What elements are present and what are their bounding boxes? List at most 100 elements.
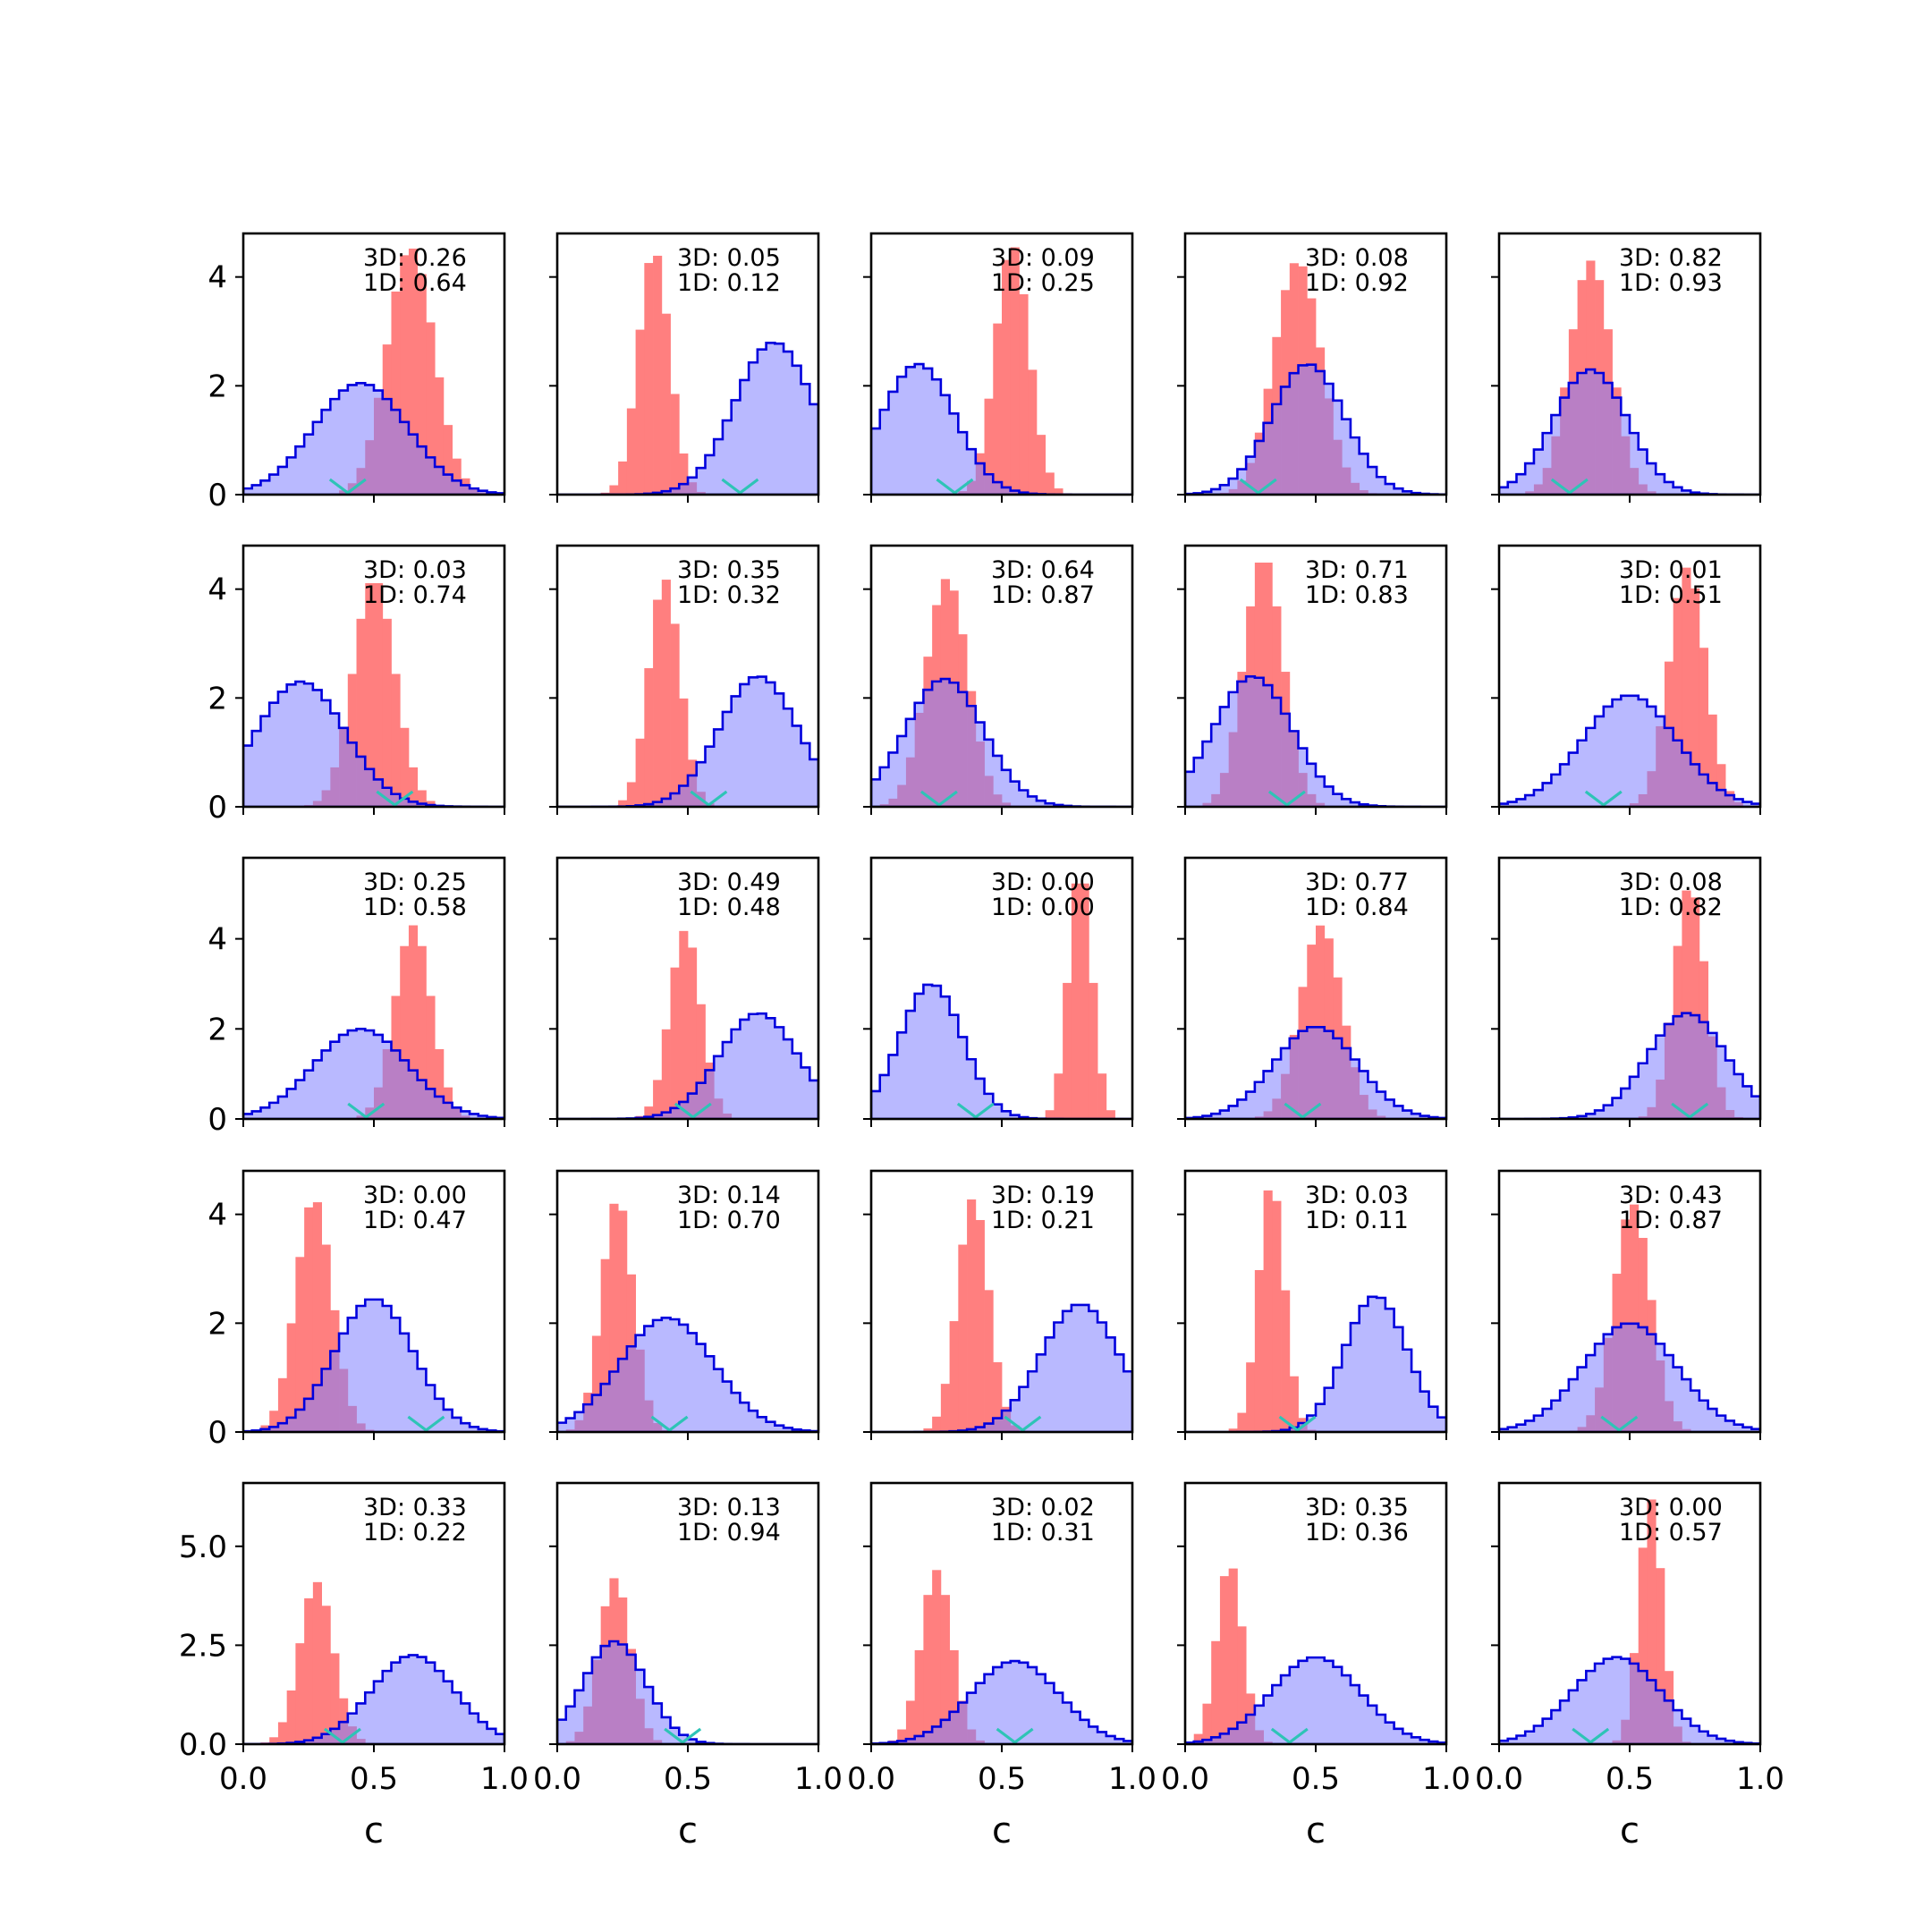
red-bar (1071, 883, 1080, 1119)
x-tick-label: 0.0 (1475, 1761, 1523, 1797)
blue-fill (871, 984, 1132, 1119)
red-bar (391, 291, 401, 495)
label-3d: 3D: 0.09 (991, 244, 1095, 272)
red-bar (1690, 897, 1700, 1119)
red-bar (591, 1335, 602, 1432)
red-bar (626, 408, 636, 495)
marker-v (664, 1727, 702, 1744)
red-bar (330, 1653, 340, 1744)
red-bar (967, 1199, 977, 1432)
blue-outline (1499, 1656, 1760, 1744)
plot-area (1499, 260, 1760, 495)
y-tick-label: 2.5 (179, 1628, 227, 1664)
label-3d: 3D: 0.82 (1619, 244, 1723, 272)
y-tick-label: 0.0 (179, 1727, 227, 1763)
red-bar (1019, 293, 1029, 495)
plot-area (557, 930, 818, 1119)
plot-area (243, 925, 504, 1119)
red-bar (1699, 648, 1708, 807)
red-bar (400, 945, 410, 1119)
blue-fill (243, 682, 504, 807)
red-bar (295, 1643, 305, 1744)
x-axis-label: c (364, 1810, 384, 1852)
marker-v (407, 1415, 445, 1432)
red-bar (1036, 435, 1046, 495)
blue-fill (1185, 1657, 1446, 1744)
red-bar (679, 930, 689, 1119)
red-bar (1211, 1640, 1221, 1744)
x-tick-label: 0.5 (1606, 1761, 1654, 1797)
y-tick-label: 4 (208, 922, 227, 958)
red-bar (1656, 1568, 1665, 1744)
label-3d: 3D: 0.64 (991, 556, 1095, 584)
label-3d: 3D: 0.26 (363, 244, 467, 272)
red-bar (923, 1595, 933, 1744)
blue-fill (557, 343, 818, 495)
red-bar (1080, 883, 1089, 1119)
red-bar (1063, 982, 1072, 1119)
red-bar (277, 1722, 288, 1744)
red-bar (374, 582, 384, 807)
label-3d: 3D: 0.03 (1305, 1182, 1409, 1209)
red-bar (1237, 1412, 1247, 1432)
marker-v (1550, 478, 1589, 495)
label-1d: 1D: 0.84 (1305, 894, 1409, 921)
marker-v (1600, 1415, 1639, 1432)
label-1d: 1D: 0.48 (677, 894, 781, 921)
red-bar (417, 274, 427, 495)
red-bar (696, 1004, 706, 1119)
label-3d: 3D: 0.49 (677, 869, 781, 896)
red-bar (653, 1080, 663, 1119)
red-bar (653, 599, 663, 807)
blue-fill (557, 1641, 818, 1744)
red-bar (356, 618, 366, 807)
blue-fill (1499, 1657, 1760, 1744)
red-bar (408, 767, 419, 807)
label-3d: 3D: 0.05 (677, 244, 781, 272)
label-3d: 3D: 0.35 (677, 556, 781, 584)
x-tick-label: 0.0 (1161, 1761, 1209, 1797)
marker-v (376, 790, 414, 807)
x-tick-label: 0.0 (219, 1761, 267, 1797)
label-1d: 1D: 0.22 (363, 1519, 467, 1546)
blue-fill (871, 1304, 1132, 1432)
label-3d: 3D: 0.00 (1619, 1494, 1723, 1521)
label-3d: 3D: 0.02 (991, 1494, 1095, 1521)
red-bar (670, 623, 680, 807)
red-bar (932, 1570, 942, 1744)
plot-area (243, 1581, 504, 1744)
label-3d: 3D: 0.08 (1619, 869, 1723, 896)
red-bar (304, 1207, 314, 1432)
plot-area (1499, 1204, 1760, 1432)
y-tick-label: 0 (208, 790, 227, 826)
plot-area (871, 1570, 1132, 1744)
red-bar (269, 1411, 279, 1432)
label-1d: 1D: 0.58 (363, 894, 467, 921)
red-bar (661, 1029, 671, 1119)
y-tick-label: 0 (208, 478, 227, 513)
label-1d: 1D: 0.32 (677, 581, 781, 609)
marker-v (1671, 1102, 1709, 1119)
red-bar (958, 1244, 968, 1432)
label-1d: 1D: 0.47 (363, 1207, 467, 1234)
red-bar (1707, 714, 1717, 807)
red-bar (914, 1650, 924, 1744)
blue-fill (243, 1029, 504, 1119)
red-bar (426, 322, 436, 495)
marker-v (1278, 1415, 1317, 1432)
red-bar (286, 1690, 296, 1744)
plot-area (871, 1199, 1132, 1432)
red-bar (1682, 890, 1691, 1119)
red-bar (993, 323, 1003, 495)
